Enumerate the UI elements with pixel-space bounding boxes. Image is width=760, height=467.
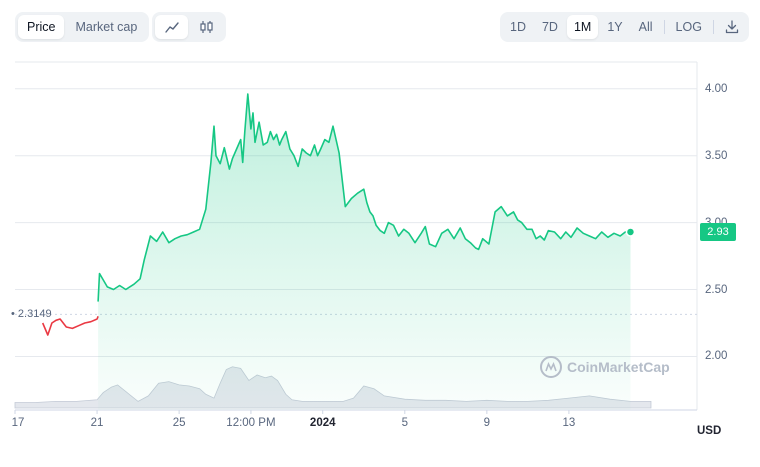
coinmarketcap-watermark: CoinMarketCap (540, 356, 670, 378)
price-area-fill (98, 94, 631, 410)
x-tick-label: 25 (172, 417, 186, 429)
y-tick-label: 2.50 (705, 283, 728, 296)
price-lines (41, 93, 636, 336)
chart-type-toggle (152, 12, 226, 42)
y-tick-label: 4.00 (705, 82, 728, 95)
open-price-label: • 2.3149 (11, 308, 52, 321)
range-all-button[interactable]: All (638, 20, 653, 34)
tab-price[interactable]: Price (18, 15, 65, 39)
price-line-up (97, 93, 631, 302)
line-chart-button[interactable] (155, 15, 188, 39)
tab-market-cap[interactable]: Market cap (75, 20, 138, 34)
y-tick-label: 3.50 (705, 149, 728, 162)
range-divider (663, 20, 665, 34)
currency-label: USD (697, 425, 722, 437)
x-tick-label: 21 (90, 417, 104, 429)
current-price-dot (625, 227, 636, 237)
range-1d-button[interactable]: 1D (510, 20, 526, 34)
range-1y-button[interactable]: 1Y (607, 20, 623, 34)
range-7d-button[interactable]: 7D (541, 20, 558, 34)
x-tick-label: 12:00 PM (226, 417, 276, 429)
candlestick-icon (199, 21, 213, 33)
watermark-text: CoinMarketCap (567, 359, 670, 375)
y-tick-label: 2.00 (705, 350, 728, 363)
time-range-selector: 1D 7D 1M 1Y All LOG (500, 12, 749, 42)
x-tick-label: 5 (401, 417, 408, 429)
current-price-badge: 2.93 (700, 222, 736, 241)
range-1m-button[interactable]: 1M (566, 15, 599, 39)
line-chart-icon (164, 22, 179, 33)
price-line-down (41, 316, 99, 336)
metric-tabs: Price Market cap (15, 12, 150, 42)
x-tick-label: 9 (483, 417, 491, 429)
x-tick-label: 2024 (309, 417, 336, 429)
open-price-value: 2.3149 (17, 308, 52, 321)
price-area (98, 94, 631, 410)
x-tick-label: 13 (562, 417, 576, 429)
coinmarketcap-logo-icon (540, 356, 562, 378)
download-button[interactable] (718, 15, 746, 39)
log-scale-button[interactable]: LOG (675, 20, 702, 34)
candlestick-button[interactable] (190, 15, 223, 39)
x-tick-label: 17 (11, 417, 25, 429)
range-divider (712, 20, 714, 34)
download-icon (725, 20, 739, 34)
